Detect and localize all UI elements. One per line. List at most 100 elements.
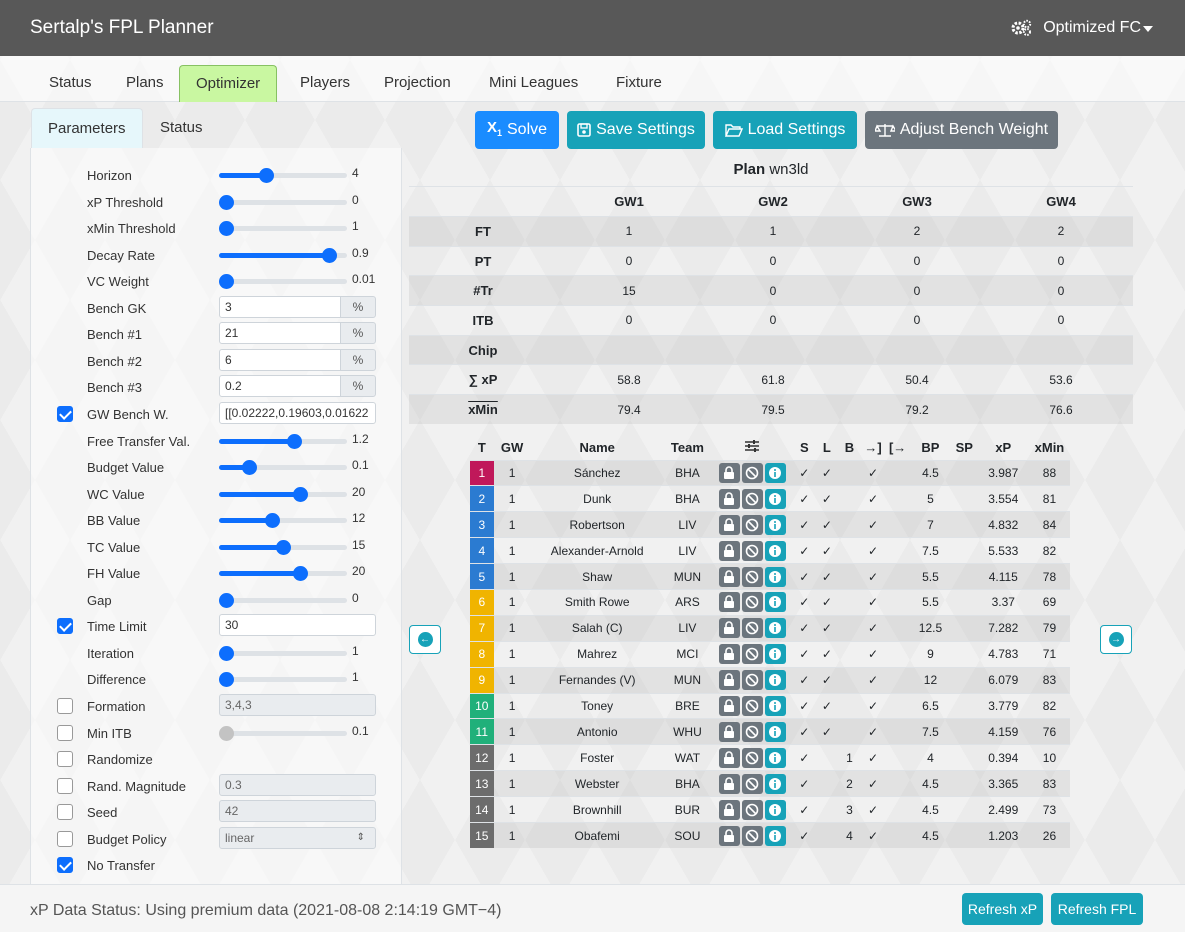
squad-row[interactable]: 15 1 Obafemi SOU ✓ 4 ✓ 4.5 1.203 26 (470, 821, 1070, 849)
player-info-button[interactable] (764, 566, 786, 587)
slider-handle[interactable] (219, 221, 234, 237)
lock-player-button[interactable] (718, 670, 740, 691)
randomize-checkbox[interactable] (57, 751, 73, 768)
slider-handle[interactable] (258, 168, 274, 183)
player-info-button[interactable] (764, 644, 786, 665)
refresh-fpl-button[interactable]: Refresh FPL (1051, 893, 1143, 925)
solve-button[interactable]: X1 Solve (475, 111, 559, 149)
squad-row[interactable]: 5 1 Shaw MUN ✓ ✓ ✓ 5.5 4.115 78 (470, 563, 1070, 590)
next-gw-button[interactable]: → (1100, 625, 1132, 654)
ban-player-button[interactable] (741, 592, 763, 613)
tab-projection[interactable]: Projection (384, 74, 451, 91)
lock-player-button[interactable] (718, 540, 740, 561)
slider-handle[interactable] (219, 274, 234, 290)
wc-value-slider[interactable] (219, 486, 347, 502)
player-info-button[interactable] (764, 540, 786, 561)
lock-player-button[interactable] (718, 592, 740, 613)
slider-handle[interactable] (276, 539, 291, 555)
formation-input[interactable]: 3,4,3 (219, 694, 376, 716)
load-settings-button[interactable]: Load Settings (713, 111, 857, 149)
lock-player-button[interactable] (718, 462, 740, 483)
player-info-button[interactable] (764, 514, 786, 535)
slider-handle[interactable] (219, 672, 234, 688)
slider-handle[interactable] (287, 433, 303, 449)
horizon-slider[interactable] (219, 168, 347, 183)
lock-player-button[interactable] (718, 514, 740, 535)
time-limit-checkbox[interactable] (57, 618, 73, 635)
slider-handle[interactable] (219, 725, 234, 741)
gap-slider[interactable] (219, 592, 347, 608)
vc-weight-slider[interactable] (219, 274, 347, 290)
lock-player-button[interactable] (718, 773, 740, 794)
tab-status[interactable]: Status (49, 74, 92, 91)
squad-row[interactable]: 8 1 Mahrez MCI ✓ ✓ ✓ 9 4.783 71 (470, 640, 1070, 668)
slider-handle[interactable] (241, 460, 257, 476)
ban-player-button[interactable] (741, 618, 763, 639)
save-settings-button[interactable]: Save Settings (567, 111, 705, 149)
player-info-button[interactable] (764, 462, 786, 483)
lock-player-button[interactable] (718, 695, 740, 716)
difference-slider[interactable] (219, 672, 347, 688)
budget-policy-select[interactable]: linear ⇕ (219, 826, 376, 849)
squad-row[interactable]: 7 1 Salah (C) LIV ✓ ✓ ✓ 12.5 7.282 79 (470, 614, 1070, 642)
lock-player-button[interactable] (718, 488, 740, 509)
lock-player-button[interactable] (718, 566, 740, 587)
squad-row[interactable]: 12 1 Foster WAT ✓ 1 ✓ 4 0.394 10 (470, 744, 1070, 771)
tab-plans[interactable]: Plans (126, 74, 164, 91)
min-itb-slider[interactable] (219, 725, 347, 741)
squad-row[interactable]: 6 1 Smith Rowe ARS ✓ ✓ ✓ 5.5 3.37 69 (470, 588, 1070, 616)
player-info-button[interactable] (764, 721, 786, 742)
player-info-button[interactable] (764, 695, 786, 716)
gw-bench-input[interactable]: [[0.02222,0.19603,0.01622 (219, 401, 376, 424)
squad-row[interactable]: 14 1 Brownhill BUR ✓ 3 ✓ 4.5 2.499 73 (470, 796, 1070, 823)
ban-player-button[interactable] (741, 514, 763, 535)
player-info-button[interactable] (764, 825, 786, 846)
bench-1-input[interactable]: 21 (219, 322, 341, 345)
slider-handle[interactable] (219, 645, 234, 661)
previous-gw-button[interactable]: ← (409, 625, 441, 654)
xp-threshold-slider[interactable] (219, 194, 347, 210)
ban-player-button[interactable] (741, 747, 763, 768)
tab-parameters[interactable]: Parameters (31, 108, 143, 148)
squad-row[interactable]: 13 1 Webster BHA ✓ 2 ✓ 4.5 3.365 83 (470, 770, 1070, 797)
player-info-button[interactable] (764, 799, 786, 820)
budget-value-slider[interactable] (219, 460, 347, 476)
tc-value-slider[interactable] (219, 539, 347, 555)
gw-bench-checkbox[interactable] (57, 405, 73, 422)
ban-player-button[interactable] (741, 799, 763, 820)
ban-player-button[interactable] (741, 670, 763, 691)
lock-player-button[interactable] (718, 747, 740, 768)
rand-magnitude-checkbox[interactable] (57, 777, 73, 794)
squad-row[interactable]: 2 1 Dunk BHA ✓ ✓ ✓ 5 3.554 81 (470, 485, 1070, 512)
lock-player-button[interactable] (718, 618, 740, 639)
slider-handle[interactable] (321, 247, 337, 263)
tab-fixture[interactable]: Fixture (616, 74, 662, 91)
xmin-threshold-slider[interactable] (219, 221, 347, 237)
slider-handle[interactable] (219, 592, 234, 608)
bb-value-slider[interactable] (219, 513, 347, 529)
min-itb-checkbox[interactable] (57, 724, 73, 741)
slider-handle[interactable] (264, 513, 280, 529)
ban-player-button[interactable] (741, 644, 763, 665)
team-selector[interactable]: Optimized FC (1011, 19, 1141, 37)
chevron-down-icon[interactable] (1143, 26, 1153, 32)
bench-gk-input[interactable]: 3 (219, 295, 341, 318)
ban-player-button[interactable] (741, 462, 763, 483)
lock-player-button[interactable] (718, 721, 740, 742)
slider-handle[interactable] (293, 486, 309, 502)
tab-players[interactable]: Players (300, 74, 351, 91)
ban-player-button[interactable] (741, 721, 763, 742)
iteration-slider[interactable] (219, 645, 347, 661)
player-info-button[interactable] (764, 670, 786, 691)
ban-player-button[interactable] (741, 773, 763, 794)
adjust-bench-weight-button[interactable]: Adjust Bench Weight (865, 111, 1058, 149)
player-info-button[interactable] (764, 773, 786, 794)
slider-handle[interactable] (219, 194, 234, 210)
ban-player-button[interactable] (741, 540, 763, 561)
seed-checkbox[interactable] (57, 804, 73, 821)
no-transfer-checkbox[interactable] (57, 857, 73, 874)
ban-player-button[interactable] (741, 695, 763, 716)
free-transfer-slider[interactable] (219, 433, 347, 449)
player-info-button[interactable] (764, 618, 786, 639)
bench-3-input[interactable]: 0.2 (219, 375, 341, 398)
